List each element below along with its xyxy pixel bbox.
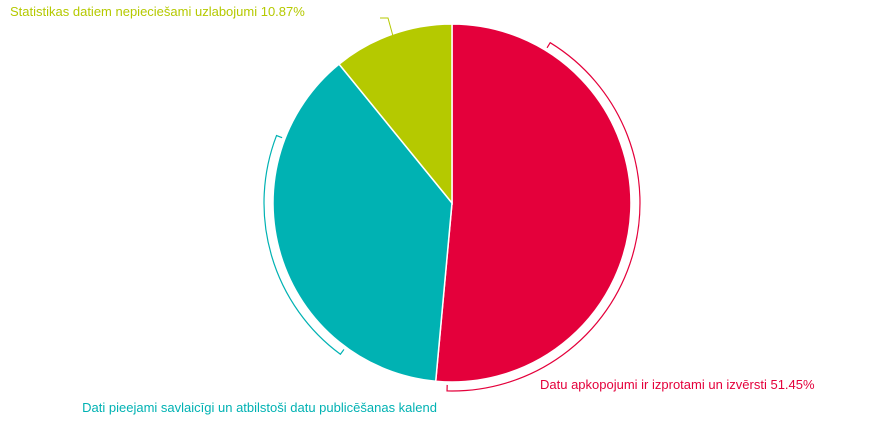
pie-label-3: Statistikas datiem nepieciešami uzlaboju… bbox=[10, 4, 305, 19]
pie-label-leader-3 bbox=[380, 17, 395, 41]
pie-label-1: Datu apkopojumi ir izprotami un izvērsti… bbox=[540, 377, 815, 392]
pie-slice-1[interactable] bbox=[434, 23, 632, 383]
pie-label-bracket-2 bbox=[263, 134, 345, 356]
pie-label-2: Dati pieejami savlaicīgi un atbilstoši d… bbox=[82, 400, 437, 415]
pie-label-bracket-1 bbox=[446, 41, 641, 392]
pie-slice-2[interactable] bbox=[272, 63, 453, 383]
